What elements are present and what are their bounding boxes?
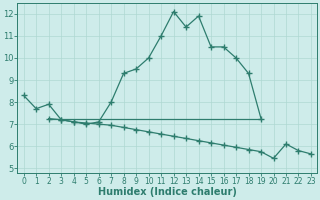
X-axis label: Humidex (Indice chaleur): Humidex (Indice chaleur) (98, 187, 237, 197)
